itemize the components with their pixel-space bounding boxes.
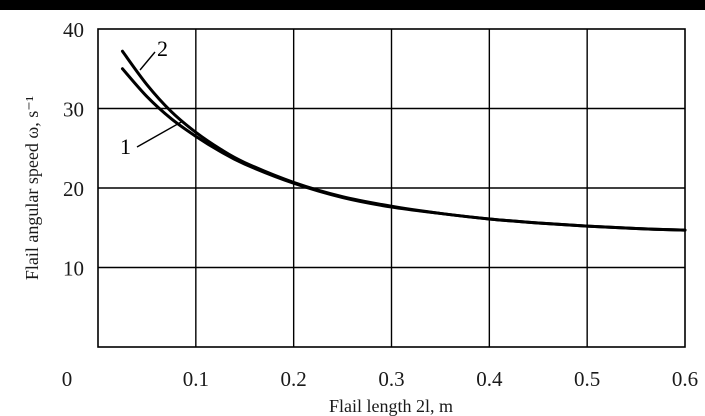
- y-tick-label: 40: [63, 18, 84, 42]
- grid-lines: [98, 29, 685, 347]
- x-axis-title: Flail length 2l, m: [329, 396, 453, 416]
- tick-labels: 0 0.1 0.2 0.3 0.4 0.5 0.6 10 20 30 40: [62, 18, 698, 391]
- x-tick-label: 0: [62, 367, 73, 391]
- x-tick-label: 0.6: [672, 367, 698, 391]
- series-lines: [120, 49, 687, 232]
- x-tick-label: 0.2: [281, 367, 307, 391]
- series-2-label: 2: [157, 36, 168, 61]
- x-tick-label: 0.1: [183, 367, 209, 391]
- y-tick-label: 20: [63, 177, 84, 201]
- y-tick-label: 10: [63, 257, 84, 281]
- series-line-1: [120, 67, 687, 232]
- series-line-2: [120, 49, 687, 232]
- plot-frame: [97, 28, 686, 348]
- top-border-bar: [0, 0, 705, 10]
- series-1-leader: [136, 120, 184, 148]
- x-tick-label: 0.5: [574, 367, 600, 391]
- x-tick-label: 0.3: [378, 367, 404, 391]
- x-tick-label: 0.4: [476, 367, 503, 391]
- y-axis-title: Flail angular speed ω, s⁻¹: [22, 96, 42, 280]
- series-2-leader: [139, 51, 156, 71]
- series-1-label: 1: [120, 134, 131, 159]
- y-tick-label: 30: [63, 98, 84, 122]
